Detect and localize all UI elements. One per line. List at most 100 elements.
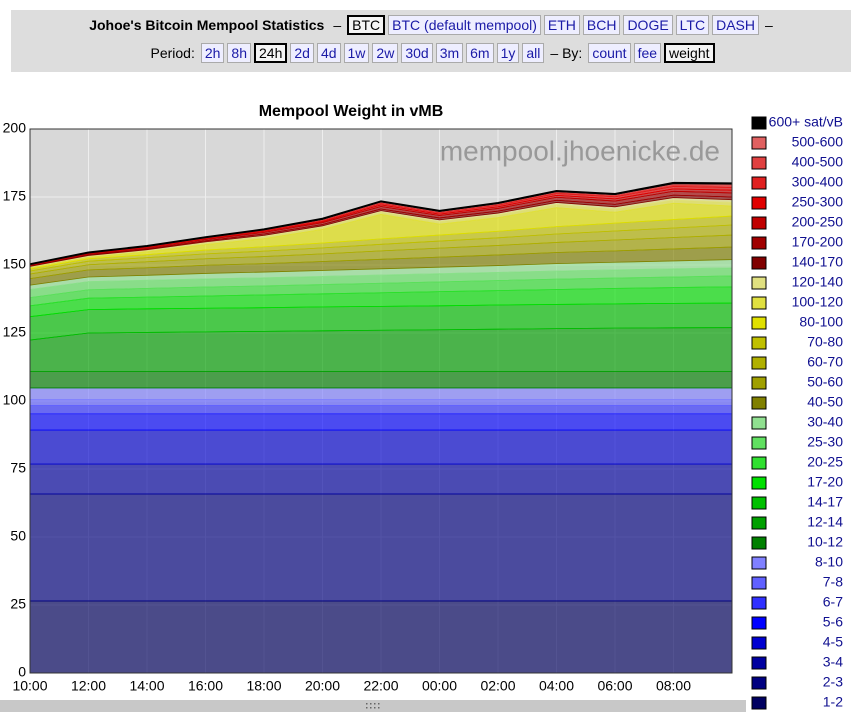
legend-swatch — [751, 656, 767, 670]
period-button[interactable]: 1y — [496, 43, 520, 63]
x-tick-label: 02:00 — [480, 678, 515, 694]
legend-swatch — [751, 676, 767, 690]
legend-label: 5-6 — [823, 614, 843, 630]
area — [29, 371, 733, 389]
legend-swatch — [751, 436, 767, 450]
legend-swatch — [751, 696, 767, 710]
header: Johoe's Bitcoin Mempool Statistics – BTC BT… — [11, 10, 851, 72]
y-tick-label: 200 — [3, 120, 27, 136]
coin-button[interactable]: DASH — [712, 15, 759, 35]
period-label: Period: — [150, 45, 195, 61]
x-tick-label: 10:00 — [12, 678, 47, 694]
area — [29, 600, 733, 674]
coin-button[interactable]: DOGE — [623, 15, 673, 35]
legend-swatch — [751, 616, 767, 630]
coin-button[interactable]: BTC — [347, 15, 386, 35]
legend-label: 500-600 — [792, 134, 844, 150]
legend-label: 120-140 — [792, 274, 844, 290]
period-row: Period: 2h 8h 24h 2d 4d 1w 2w 30d 3m 6m 1y all – By: c… — [11, 43, 851, 63]
x-tick-label: 00:00 — [422, 678, 457, 694]
period-button[interactable]: 2h — [200, 43, 225, 63]
area — [29, 413, 733, 431]
by-button[interactable]: fee — [633, 43, 662, 63]
y-tick-label: 25 — [10, 596, 26, 612]
legend-swatch — [751, 316, 767, 330]
separator: – — [765, 17, 773, 33]
legend-label: 100-120 — [792, 294, 844, 310]
by-label: – By: — [550, 45, 583, 61]
legend-swatch — [751, 536, 767, 550]
legend-label: 200-250 — [792, 214, 844, 230]
x-tick-label: 06:00 — [597, 678, 632, 694]
legend-swatch — [751, 456, 767, 470]
legend-label: 40-50 — [807, 394, 843, 410]
legend-label: 17-20 — [807, 474, 843, 490]
areas — [29, 181, 733, 674]
legend-label: 8-10 — [815, 554, 843, 570]
area — [29, 327, 733, 373]
by-button[interactable]: weight — [664, 43, 715, 63]
period-button[interactable]: 3m — [435, 43, 464, 63]
x-tick-label: 14:00 — [129, 678, 164, 694]
legend-swatch — [751, 156, 767, 170]
legend-label: 7-8 — [823, 574, 843, 590]
legend-label: 30-40 — [807, 414, 843, 430]
legend-swatch — [751, 336, 767, 350]
period-button[interactable]: 4d — [316, 43, 341, 63]
coin-button[interactable]: BCH — [582, 15, 621, 35]
site-title: Johoe's Bitcoin Mempool Statistics — [89, 17, 325, 33]
legend-swatch — [751, 296, 767, 310]
period-button[interactable]: 6m — [466, 43, 494, 63]
legend-label: 400-500 — [792, 154, 844, 170]
legend-swatch — [751, 376, 767, 390]
legend-swatch — [751, 136, 767, 150]
period-button[interactable]: 1w — [343, 43, 370, 63]
area — [29, 399, 733, 407]
period-button[interactable]: 30d — [401, 43, 433, 63]
y-tick-label: 150 — [3, 256, 27, 272]
coin-row: Johoe's Bitcoin Mempool Statistics – BTC BT… — [11, 15, 851, 35]
period-button[interactable]: 24h — [254, 43, 288, 63]
legend-swatch — [751, 276, 767, 290]
legend-swatch — [751, 556, 767, 570]
by-button[interactable]: count — [588, 43, 631, 63]
legend-label: 20-25 — [807, 454, 843, 470]
legend-label: 10-12 — [807, 534, 843, 550]
y-tick-label: 100 — [3, 392, 27, 408]
period-button[interactable]: 8h — [227, 43, 251, 63]
x-tick-label: 08:00 — [656, 678, 691, 694]
legend-swatch — [751, 396, 767, 410]
chart-title: Mempool Weight in vMB — [259, 103, 444, 120]
legend-label: 140-170 — [792, 254, 844, 270]
coin-button[interactable]: ETH — [543, 15, 580, 35]
area — [29, 463, 733, 495]
watermark: mempool.jhoenicke.de — [440, 135, 720, 166]
legend-label: 2-3 — [823, 674, 843, 690]
scrollbar[interactable] — [0, 700, 746, 712]
coin-button[interactable]: LTC — [675, 15, 710, 35]
legend-label: 50-60 — [807, 374, 843, 390]
total-line — [29, 181, 733, 266]
x-tick-label: 18:00 — [246, 678, 281, 694]
period-button[interactable]: 2w — [372, 43, 399, 63]
y-tick-label: 125 — [3, 324, 27, 340]
legend-label: 1-2 — [823, 694, 843, 710]
area — [29, 429, 733, 465]
legend-swatch — [751, 176, 767, 190]
legend-label: 14-17 — [807, 494, 843, 510]
period-button[interactable]: all — [522, 43, 545, 63]
legend-swatch — [751, 516, 767, 530]
legend-label: 300-400 — [792, 174, 844, 190]
y-tick-label: 0 — [18, 664, 26, 680]
legend-swatch — [751, 196, 767, 210]
legend-swatch — [751, 356, 767, 370]
period-button[interactable]: 2d — [290, 43, 314, 63]
legend-swatch — [751, 496, 767, 510]
plot-frame — [29, 128, 733, 674]
legend-swatch — [751, 416, 767, 430]
coin-button[interactable]: BTC (default mempool) — [388, 15, 541, 35]
x-tick-label: 20:00 — [305, 678, 340, 694]
x-tick-label: 22:00 — [363, 678, 398, 694]
